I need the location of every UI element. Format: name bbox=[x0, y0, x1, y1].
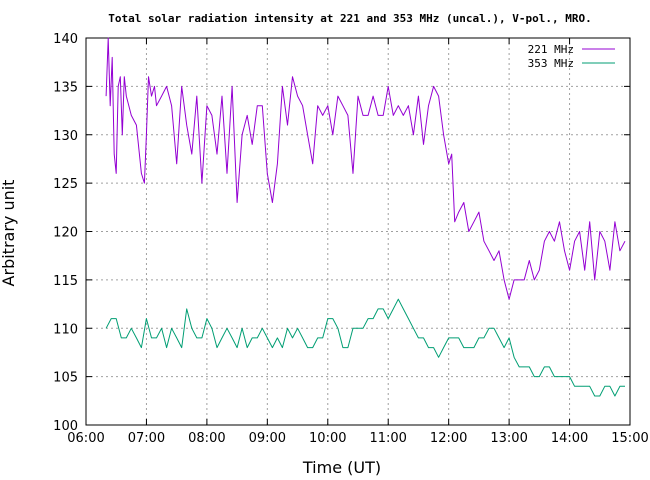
x-tick-label: 07:00 bbox=[128, 431, 165, 446]
y-axis-label: Arbitrary unit bbox=[0, 180, 18, 287]
y-tick-label: 120 bbox=[53, 226, 78, 241]
x-tick-label: 13:00 bbox=[490, 431, 527, 446]
y-tick-label: 135 bbox=[53, 80, 78, 95]
plot-frame bbox=[85, 37, 631, 426]
x-tick-label: 15:00 bbox=[611, 431, 648, 446]
y-tick-label: 130 bbox=[53, 129, 78, 144]
x-tick-label: 14:00 bbox=[551, 431, 588, 446]
x-tick-label: 11:00 bbox=[369, 431, 406, 446]
y-tick-label: 100 bbox=[53, 419, 78, 434]
legend-label-353: 353 MHz bbox=[528, 57, 574, 70]
series-layer bbox=[105, 37, 626, 397]
y-tick-label: 110 bbox=[53, 322, 78, 337]
y-tick-label: 115 bbox=[53, 274, 78, 289]
x-tick-label: 06:00 bbox=[67, 431, 104, 446]
axis-ticks: 100 105 110 115 120 125 130 135 140 06:00 07:00 08:… bbox=[53, 32, 649, 446]
y-tick-label: 105 bbox=[53, 371, 78, 386]
legend-label-221: 221 MHz bbox=[528, 43, 574, 56]
x-tick-label: 10:00 bbox=[309, 431, 346, 446]
x-tick-label: 08:00 bbox=[188, 431, 225, 446]
legend: 221 MHz 353 MHz bbox=[528, 43, 615, 70]
series-line-1 bbox=[105, 298, 625, 397]
x-tick-label: 09:00 bbox=[249, 431, 286, 446]
y-tick-label: 140 bbox=[53, 32, 78, 47]
x-axis-label: Time (UT) bbox=[302, 458, 381, 477]
chart-title: Total solar radiation intensity at 221 a… bbox=[108, 12, 591, 25]
series-line-0 bbox=[105, 37, 626, 300]
y-tick-label: 125 bbox=[53, 177, 78, 192]
x-tick-label: 12:00 bbox=[430, 431, 467, 446]
